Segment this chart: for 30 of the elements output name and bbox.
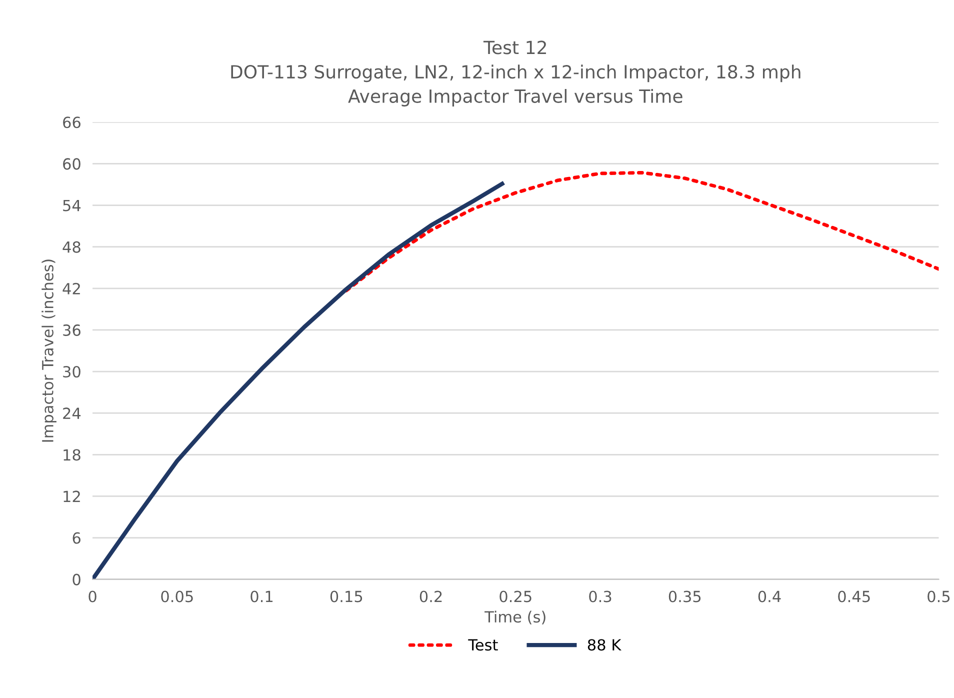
y-tick-label: 42 [62, 282, 80, 294]
y-axis-title: Impactor Travel (inches) [42, 260, 56, 442]
x-tick-label: 0.35 [668, 590, 701, 602]
line-series [344, 170, 939, 292]
x-tick-label: 0.25 [500, 590, 532, 602]
x-tick-label: 0.3 [589, 590, 612, 602]
x-tick-label: 0.05 [161, 590, 193, 602]
x-tick-label: 0.4 [758, 590, 781, 602]
x-tick-label: 0.2 [420, 590, 442, 602]
legend-label: 88 K [588, 639, 622, 651]
legend-label: Test [468, 639, 498, 651]
x-tick-label: 0.1 [250, 590, 273, 602]
y-tick-label: 30 [63, 366, 80, 378]
y-tick-label: 48 [62, 241, 80, 253]
x-tick-label: 0.5 [928, 590, 950, 602]
y-tick-label: 0 [72, 574, 80, 586]
y-tick-label: 24 [63, 408, 81, 419]
x-tick-label: 0.15 [330, 590, 362, 602]
y-tick-label: 66 [63, 116, 80, 128]
line-series [92, 182, 504, 580]
x-tick-label: 0.45 [838, 590, 870, 602]
x-axis-title: Time (s) [484, 610, 546, 624]
y-tick-label: 6 [72, 532, 80, 544]
y-tick-label: 54 [63, 200, 81, 212]
y-tick-label: 60 [63, 158, 80, 170]
y-tick-label: 36 [63, 324, 80, 336]
chart-title: Test 12 DOT-113 Surrogate, LN2, 12-inch x 12-inch Impactor, 18.3 mph Average Impactor Travel versus Time [231, 40, 800, 106]
y-tick-label: 12 [64, 490, 80, 502]
x-tick-label: 0 [88, 590, 96, 602]
y-tick-label: 18 [64, 449, 80, 461]
